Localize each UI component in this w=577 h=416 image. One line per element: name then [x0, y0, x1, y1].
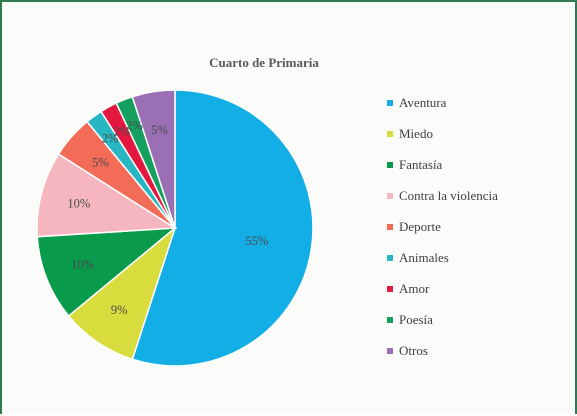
- chart-title: Cuarto de Primaria: [209, 55, 319, 70]
- legend-swatch: [387, 131, 393, 137]
- legend-label: Aventura: [399, 95, 447, 110]
- legend-label: Otros: [399, 343, 428, 358]
- percent-label: 2%: [102, 132, 119, 146]
- percent-label: 5%: [151, 123, 168, 137]
- legend-label: Contra la violencia: [399, 188, 498, 203]
- legend-label: Miedo: [399, 126, 433, 141]
- legend-swatch: [387, 224, 393, 230]
- percent-label: 10%: [71, 258, 94, 272]
- legend-label: Fantasía: [399, 157, 443, 172]
- legend-swatch: [387, 162, 393, 168]
- percent-label: 5%: [92, 155, 109, 169]
- pie-slices: [36, 89, 314, 367]
- legend-swatch: [387, 255, 393, 261]
- percent-label: 2%: [126, 118, 143, 132]
- percent-label: 55%: [245, 234, 268, 248]
- slice-fantas-a: [36, 227, 178, 318]
- legend-label: Deporte: [399, 219, 441, 234]
- legend-swatch: [387, 286, 393, 292]
- slice-otros: [131, 89, 176, 229]
- percent-label: 10%: [67, 196, 90, 210]
- slice-aventura: [131, 89, 314, 367]
- percent-label: 9%: [111, 303, 128, 317]
- slice-percent-labels: 55%9%10%10%5%2%2%2% 5%: [67, 118, 268, 317]
- legend-label: Amor: [399, 281, 430, 296]
- legend-label: Poesía: [399, 312, 433, 327]
- legend-label: Animales: [399, 250, 449, 265]
- legend-swatch: [387, 317, 393, 323]
- legend-swatch: [387, 193, 393, 199]
- slice-contra-la-violencia: [36, 153, 178, 238]
- legend: Aventura Miedo Fantasía Contra la violencia…: [387, 95, 498, 358]
- percent-label: 2%: [113, 124, 130, 138]
- legend-swatch: [387, 100, 393, 106]
- legend-swatch: [387, 348, 393, 354]
